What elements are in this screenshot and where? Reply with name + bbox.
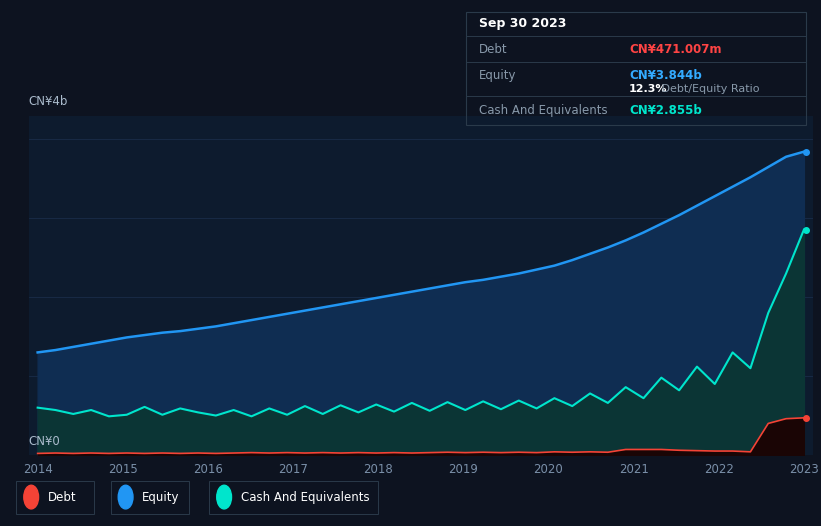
Ellipse shape [118,485,133,509]
Text: Debt/Equity Ratio: Debt/Equity Ratio [658,84,759,94]
Text: Cash And Equivalents: Cash And Equivalents [479,104,608,117]
Text: Equity: Equity [142,491,180,503]
Text: CN¥0: CN¥0 [29,435,61,448]
Ellipse shape [24,485,39,509]
Text: Cash And Equivalents: Cash And Equivalents [241,491,369,503]
Text: CN¥4b: CN¥4b [29,95,68,108]
Ellipse shape [217,485,232,509]
Text: 12.3%: 12.3% [629,84,667,94]
Text: Equity: Equity [479,69,516,82]
Text: Debt: Debt [48,491,76,503]
Text: Debt: Debt [479,43,507,56]
Text: CN¥471.007m: CN¥471.007m [629,43,722,56]
Text: Sep 30 2023: Sep 30 2023 [479,17,566,30]
Text: CN¥2.855b: CN¥2.855b [629,104,702,117]
Text: CN¥3.844b: CN¥3.844b [629,69,702,82]
